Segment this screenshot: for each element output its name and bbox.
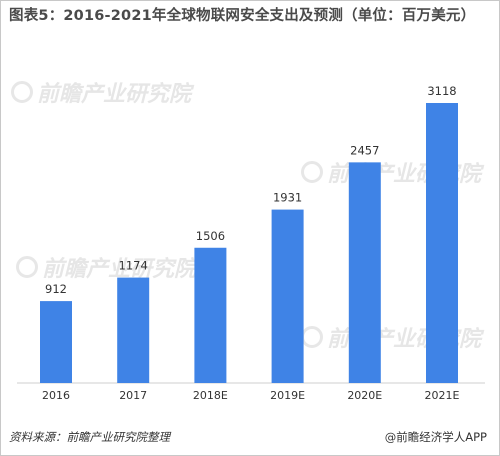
data-label: 1931 (273, 191, 302, 205)
data-label: 912 (45, 282, 67, 296)
data-label: 1506 (196, 229, 225, 243)
bar (426, 103, 458, 383)
x-tick-label: 2019E (270, 389, 305, 402)
brand-credit: @前瞻经济学人APP (384, 430, 487, 444)
chart-title: 图表5：2016-2021年全球物联网安全支出及预测（单位：百万美元） (9, 8, 476, 24)
x-tick-label: 2018E (193, 389, 228, 402)
bar-chart: 912 2016 1174 2017 1506 2018E 1931 2019E 2457 202… (17, 84, 485, 402)
x-tick-label: 2016 (42, 389, 70, 402)
x-tick-label: 2021E (425, 389, 460, 402)
data-label: 1174 (119, 259, 148, 273)
data-label: 3118 (427, 84, 456, 98)
bar (271, 209, 304, 383)
bar (117, 277, 150, 383)
source-note: 资料来源：前瞻产业研究院整理 (9, 430, 170, 444)
bar (40, 301, 72, 383)
bar (194, 247, 227, 383)
x-tick-label: 2017 (119, 389, 147, 402)
x-tick-label: 2020E (347, 389, 382, 402)
data-label: 2457 (350, 143, 379, 157)
bar (348, 162, 381, 383)
